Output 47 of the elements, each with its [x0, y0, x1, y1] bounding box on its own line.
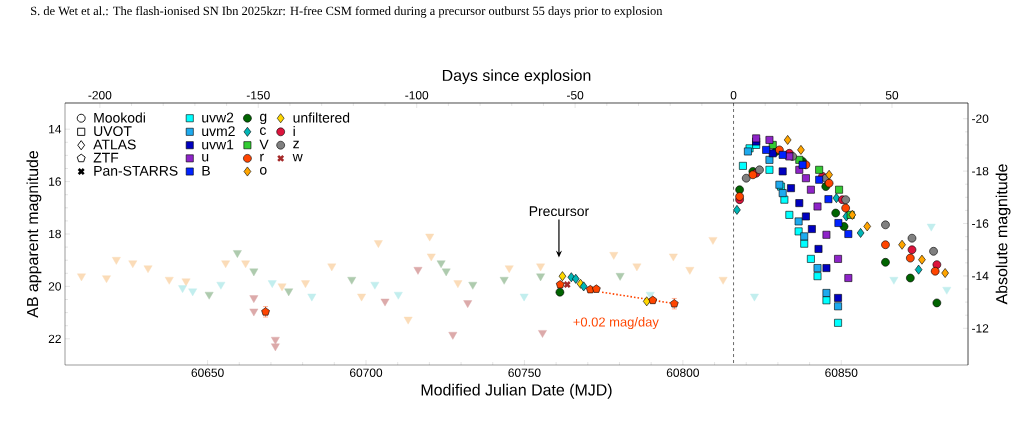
y-axis-title: AB apparent magnitude — [26, 151, 42, 318]
x2-tick-label: -50 — [567, 91, 584, 100]
y2-tick-label: -18 — [972, 166, 989, 176]
legend-label: B — [202, 165, 210, 176]
legend-label: UVOT — [94, 126, 132, 137]
chart-title: S. de Wet et al.: The flash-ionised SN Ibn 2025kzr: H-free CSM formed during a precursor outburst 55 days prior to explosion — [31, 6, 663, 18]
x-tick-label: 60650 — [191, 368, 224, 377]
legend-label: ZTF — [93, 152, 119, 163]
legend-label: r — [260, 153, 264, 162]
y2-tick-label: -12 — [972, 324, 989, 333]
legend-label: i — [293, 126, 295, 137]
legend-label: ATLAS — [93, 139, 136, 150]
legend-label: z — [293, 140, 299, 149]
legend-label: uvm2 — [202, 126, 235, 137]
legend-label: Pan-STARRS — [94, 165, 178, 176]
legend-label: uvw1 — [202, 139, 234, 150]
legend-label: u — [202, 153, 209, 162]
y2-tick-label: -20 — [972, 114, 989, 123]
x-tick-label: 60850 — [825, 368, 858, 377]
x2-tick-label: -150 — [246, 91, 270, 100]
legend-label: g — [259, 113, 267, 125]
x2-tick-label: 50 — [885, 91, 899, 100]
y2-tick-label: -16 — [972, 219, 989, 228]
annotation: +0.02 mag/day — [573, 317, 659, 330]
y-tick-label: 18 — [49, 229, 61, 239]
y-tick-label: 14 — [49, 125, 62, 134]
x-axis-title: Modified Julian Date (MJD) — [421, 383, 612, 399]
legend-label: uvw2 — [202, 112, 234, 123]
legend-label: w — [292, 153, 303, 162]
legend-label: V — [259, 139, 269, 150]
x-tick-label: 60700 — [349, 368, 383, 377]
x2-tick-label: 0 — [730, 91, 737, 100]
x2-axis-title: Days since explosion — [442, 69, 591, 85]
x-tick-label: 60800 — [666, 368, 699, 377]
y2-axis-title: Absolute magnitude — [995, 164, 1011, 305]
legend-label: unfiltered — [293, 112, 350, 123]
x2-tick-label: -200 — [88, 91, 112, 100]
y-tick-label: 16 — [49, 177, 61, 186]
legend-label: Mookodi — [94, 112, 145, 123]
y-tick-label: 22 — [48, 334, 61, 343]
x-tick-label: 60750 — [508, 368, 541, 377]
y2-tick-label: -14 — [972, 271, 989, 281]
y-tick-label: 20 — [48, 282, 62, 291]
annotation: Precursor — [529, 206, 589, 217]
legend-label: o — [259, 167, 267, 175]
legend-label: c — [259, 127, 267, 135]
x2-tick-label: -100 — [405, 91, 429, 100]
